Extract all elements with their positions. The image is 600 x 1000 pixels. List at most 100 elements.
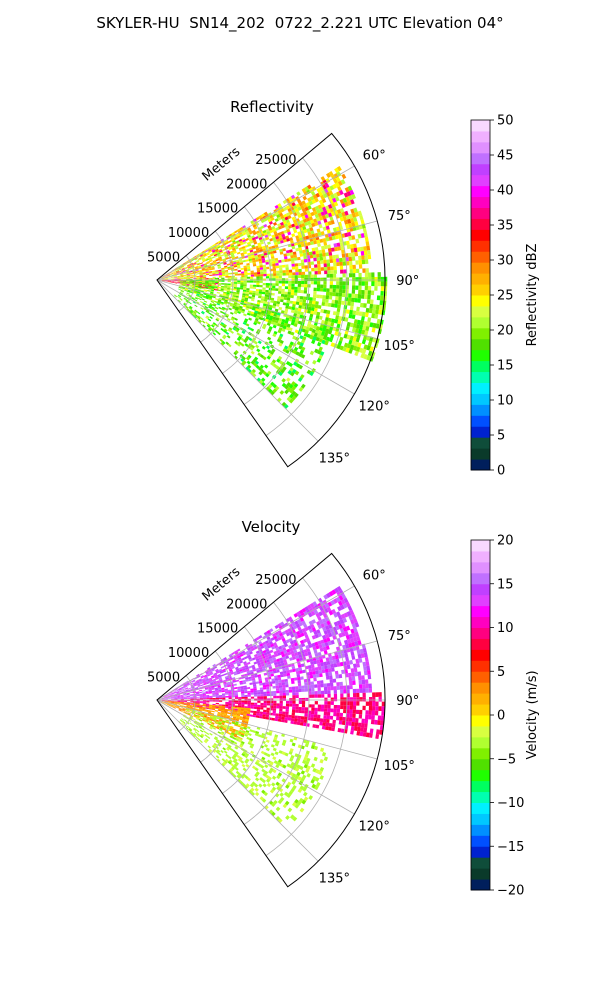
echo-cell xyxy=(260,705,264,708)
echo-cell xyxy=(240,686,244,689)
echo-cell xyxy=(183,696,187,698)
echo-cell xyxy=(236,263,240,266)
echo-cell xyxy=(164,701,168,702)
echo-cell xyxy=(161,277,165,279)
echo-cell xyxy=(239,680,243,684)
echo-cell xyxy=(284,294,288,298)
echo-cell xyxy=(297,289,301,294)
echo-cell xyxy=(170,277,175,279)
echo-cell xyxy=(281,278,286,281)
echo-cell xyxy=(291,742,296,747)
echo-cell xyxy=(198,252,203,255)
echo-cell xyxy=(285,326,290,331)
echo-cell xyxy=(176,705,180,708)
echo-cell xyxy=(217,673,221,677)
echo-cell xyxy=(239,248,243,252)
echo-cell xyxy=(275,288,279,292)
colorbar-tick-label: 0 xyxy=(497,464,505,479)
echo-cell xyxy=(205,271,209,274)
echo-cell xyxy=(182,283,186,285)
echo-cell xyxy=(317,687,321,692)
echo-cell xyxy=(325,672,330,677)
echo-cell xyxy=(317,242,321,247)
echo-cell xyxy=(196,317,200,321)
echo-cell xyxy=(239,682,244,685)
echo-cell xyxy=(236,648,241,652)
echo-cell xyxy=(211,256,215,259)
echo-cell xyxy=(348,273,353,278)
echo-cell xyxy=(278,225,283,230)
colorbar-segment xyxy=(471,185,490,198)
echo-cell xyxy=(274,308,279,312)
echo-cell xyxy=(265,261,269,265)
echo-cell xyxy=(193,291,198,294)
echo-cell xyxy=(186,696,191,698)
echo-cell xyxy=(205,303,210,307)
echo-cell xyxy=(284,678,288,683)
echo-cell xyxy=(266,322,271,327)
echo-cell xyxy=(171,280,175,282)
echo-cell xyxy=(264,254,268,258)
echo-cell xyxy=(338,189,344,196)
echo-cell xyxy=(218,273,223,276)
echo-cell xyxy=(277,652,282,656)
echo-cell xyxy=(202,693,206,695)
echo-cell xyxy=(161,701,165,703)
echo-cell xyxy=(270,381,275,387)
echo-cell xyxy=(281,382,287,388)
echo-cell xyxy=(210,247,215,251)
echo-cell xyxy=(247,354,252,359)
echo-cell xyxy=(299,219,305,225)
echo-cell xyxy=(259,314,264,318)
echo-cell xyxy=(280,208,285,213)
echo-cell xyxy=(314,684,318,688)
echo-cell xyxy=(220,715,224,718)
echo-cell xyxy=(205,706,210,708)
echo-cell xyxy=(279,687,283,691)
echo-cell xyxy=(224,239,229,243)
echo-cell xyxy=(273,703,277,706)
echo-cell xyxy=(195,281,199,283)
echo-cell xyxy=(180,702,184,703)
echo-cell xyxy=(199,701,204,703)
echo-cell xyxy=(331,247,335,252)
echo-cell xyxy=(342,257,346,262)
echo-cell xyxy=(358,658,363,663)
echo-cell xyxy=(212,678,216,682)
echo-cell xyxy=(180,280,184,282)
echo-cell xyxy=(362,268,366,273)
echo-cell xyxy=(268,261,273,265)
echo-cell xyxy=(170,705,174,707)
echo-cell xyxy=(266,691,270,694)
echo-cell xyxy=(312,336,317,341)
echo-cell xyxy=(233,285,238,288)
echo-cell xyxy=(368,710,372,716)
echo-cell xyxy=(240,709,245,712)
echo-cell xyxy=(301,607,307,613)
echo-cell xyxy=(313,281,318,285)
colorbar-segment xyxy=(471,404,490,416)
echo-cell xyxy=(305,697,309,702)
echo-cell xyxy=(239,233,244,238)
echo-cell xyxy=(198,319,202,323)
echo-cell xyxy=(276,690,280,694)
echo-cell xyxy=(330,708,334,713)
echo-cell xyxy=(346,321,351,327)
echo-cell xyxy=(186,706,190,709)
echo-cell xyxy=(364,718,369,724)
echo-cell xyxy=(356,319,361,325)
echo-cell xyxy=(374,286,378,291)
echo-cell xyxy=(206,309,210,313)
echo-cell xyxy=(193,262,197,265)
echo-cell xyxy=(308,607,314,613)
echo-cell xyxy=(273,650,278,655)
echo-cell xyxy=(308,234,313,239)
echo-cell xyxy=(259,651,264,655)
echo-cell xyxy=(173,272,177,275)
echo-cell xyxy=(284,320,289,324)
echo-cell xyxy=(362,692,366,698)
echo-cell xyxy=(209,679,213,683)
echo-cell xyxy=(319,294,323,299)
echo-cell xyxy=(293,649,298,654)
echo-cell xyxy=(166,273,170,276)
